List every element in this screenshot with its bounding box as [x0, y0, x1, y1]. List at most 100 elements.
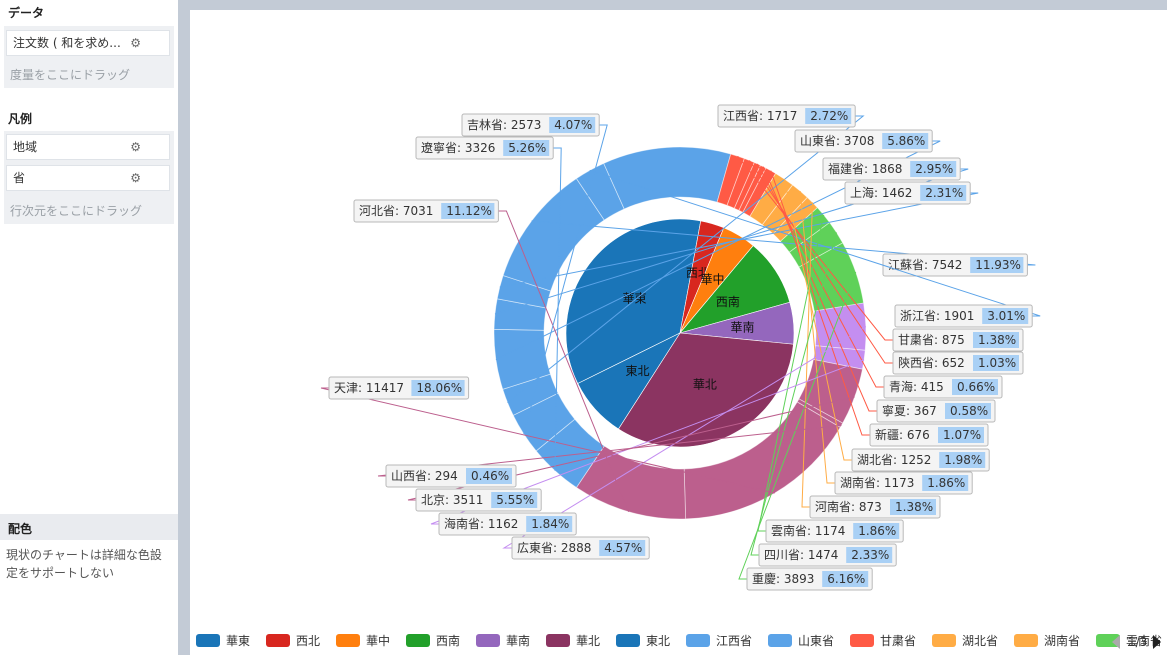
- label-leader-line: [320, 387, 775, 494]
- data-label-value: 天津: 11417: [334, 381, 404, 395]
- legend-label: 華南: [506, 633, 530, 648]
- label-leader-line: [377, 424, 842, 477]
- legend-swatch: [616, 634, 640, 647]
- legend-swatch: [406, 634, 430, 647]
- data-label-pct-bg: [822, 571, 869, 587]
- label-leader-line: [783, 178, 852, 461]
- legend-item-華東[interactable]: 華東: [196, 634, 250, 648]
- data-label-pct: 1.38%: [895, 500, 933, 514]
- data-label-pct-bg: [938, 427, 984, 443]
- legend-swatch: [768, 634, 792, 647]
- outer-slice-安徽省[interactable]: [603, 146, 732, 210]
- data-label-value: 湖南省: 1173: [840, 475, 914, 490]
- data-label-pct: 3.01%: [987, 309, 1025, 323]
- label-leader-line: [502, 326, 867, 549]
- data-label-value: 河北省: 7031: [359, 204, 433, 218]
- dimension-drop-hint: 行次元をここにドラッグ: [10, 204, 143, 218]
- legend-item-華南[interactable]: 華南: [476, 633, 530, 648]
- color-section-header: 配色: [0, 514, 178, 540]
- label-leader-line: [499, 192, 979, 288]
- data-label-pct: 1.86%: [858, 524, 896, 538]
- data-label-value: 山西省: 294: [391, 469, 458, 483]
- measure-field-label: 注文数 ( 和を求め...: [13, 36, 121, 50]
- legend-label: 江西省: [716, 634, 752, 648]
- data-label-pct: 2.31%: [925, 186, 963, 200]
- inner-slice-華北[interactable]: [618, 332, 794, 448]
- label-leader-line: [523, 124, 608, 434]
- legend-label: 甘粛省: [880, 634, 916, 648]
- data-label-value: 湖北省: 1252: [857, 452, 931, 467]
- data-label-pct: 1.07%: [943, 428, 981, 442]
- inner-slice-東北[interactable]: [577, 332, 681, 430]
- label-leader-line: [757, 214, 825, 532]
- data-label-pct: 1.86%: [927, 476, 965, 490]
- data-label-pct: 0.66%: [957, 380, 995, 394]
- legend-item-甘粛省[interactable]: 甘粛省: [850, 634, 916, 648]
- data-label-pct-bg: [526, 516, 573, 532]
- legend-section-title: 凡例: [8, 112, 33, 126]
- data-label-pct-bg: [882, 133, 929, 149]
- data-label-value: 海南省: 1162: [444, 516, 518, 531]
- data-label-pct-bg: [973, 355, 1019, 371]
- data-label-pct-bg: [982, 308, 1029, 324]
- data-label-pct-bg: [910, 161, 957, 177]
- data-label-pct: 4.57%: [604, 541, 642, 555]
- label-leader-line: [553, 147, 562, 471]
- data-label-pct-bg: [846, 547, 893, 563]
- data-label-value: 北京: 3511: [421, 493, 483, 507]
- data-label-pct: 11.12%: [446, 204, 492, 218]
- data-label-value: 江西省: 1717: [723, 109, 797, 123]
- legend-item-華中[interactable]: 華中: [336, 633, 390, 648]
- data-label-value: 遼寧省: 3326: [421, 140, 495, 155]
- dimension-field-region[interactable]: 地域 ⚙: [6, 134, 170, 160]
- legend-label: 西南: [436, 633, 460, 648]
- legend-swatch: [336, 634, 360, 647]
- legend-label: 華中: [366, 633, 390, 648]
- gear-icon[interactable]: ⚙: [130, 36, 141, 50]
- legend-item-江西省[interactable]: 江西省: [686, 634, 752, 648]
- data-label-value: 新疆: 676: [875, 427, 930, 442]
- legend-item-東北[interactable]: 東北: [616, 634, 670, 648]
- data-label-pct-bg: [491, 492, 538, 508]
- data-label-value: 陝西省: 652: [898, 355, 965, 370]
- dimension-field-province[interactable]: 省 ⚙: [6, 165, 170, 191]
- data-label-pct-bg: [853, 523, 900, 539]
- label-leader-line: [531, 220, 1036, 266]
- gear-icon[interactable]: ⚙: [130, 171, 141, 185]
- legend-label: 華北: [576, 634, 600, 648]
- data-label-pct-bg: [920, 185, 967, 201]
- legend-swatch: [266, 634, 290, 647]
- legend-swatch: [850, 634, 874, 647]
- data-label-pct: 18.06%: [416, 381, 462, 395]
- legend-item-西北[interactable]: 西北: [266, 634, 320, 648]
- color-section-title: 配色: [8, 522, 33, 536]
- data-label-value: 広東省: 2888: [517, 541, 591, 555]
- data-label-pct-bg: [411, 380, 465, 396]
- data-label-value: 甘粛省: 875: [898, 333, 965, 347]
- panel-splitter[interactable]: [178, 0, 190, 655]
- legend-label: 西北: [296, 634, 320, 648]
- data-label-pct-bg: [939, 452, 986, 468]
- color-note: 現状のチャートは詳細な色設定をサポートしない: [6, 548, 162, 580]
- measure-field[interactable]: 注文数 ( 和を求め... ⚙: [6, 30, 170, 56]
- label-leader-line: [801, 202, 813, 508]
- legend-swatch: [1014, 634, 1038, 647]
- legend-prev-icon[interactable]: [1112, 635, 1120, 649]
- data-label-pct: 1.38%: [978, 333, 1016, 347]
- legend-label: 山東省: [798, 634, 834, 648]
- legend-item-湖北省[interactable]: 湖北省: [932, 633, 998, 648]
- data-label-pct-bg: [973, 332, 1019, 348]
- legend-swatch: [686, 634, 710, 647]
- data-label-value: 浙江省: 1901: [900, 309, 974, 323]
- legend-item-山東省[interactable]: 山東省: [768, 634, 834, 648]
- legend-item-華北[interactable]: 華北: [546, 634, 600, 648]
- legend-item-湖南省[interactable]: 湖南省: [1014, 633, 1080, 648]
- dimension-field-label: 省: [13, 171, 26, 185]
- data-label-pct: 4.07%: [554, 118, 592, 132]
- data-label-pct: 11.93%: [975, 258, 1021, 272]
- legend-item-西南[interactable]: 西南: [406, 633, 460, 648]
- gear-icon[interactable]: ⚙: [130, 140, 141, 154]
- legend-next-icon[interactable]: [1153, 635, 1161, 649]
- data-label-pct: 1.03%: [978, 356, 1016, 370]
- data-label-pct: 2.33%: [851, 548, 889, 562]
